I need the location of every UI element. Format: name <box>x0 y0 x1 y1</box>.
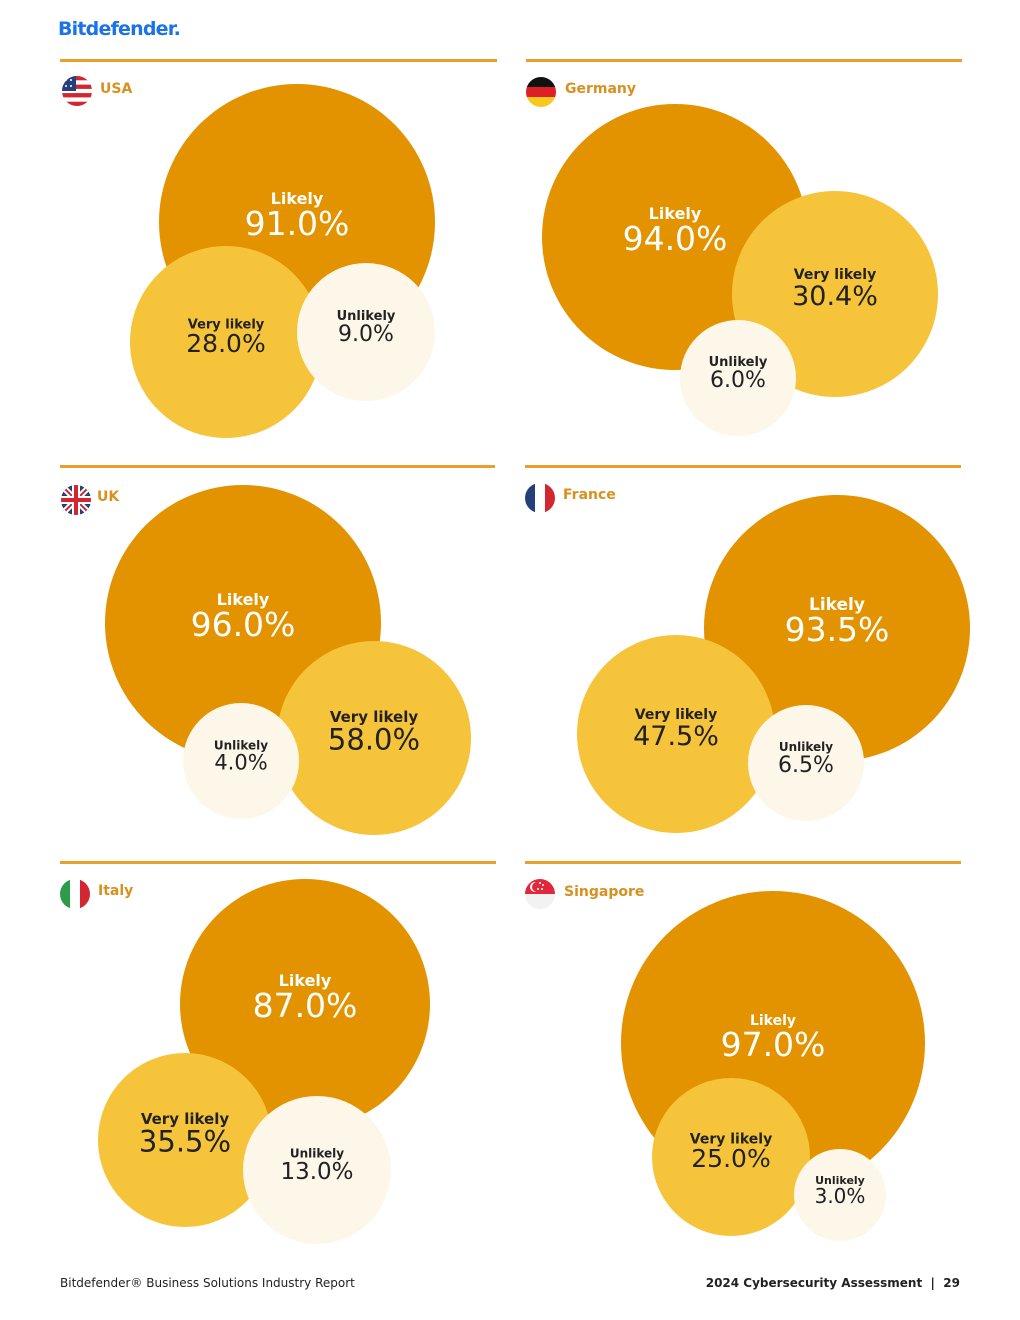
singapore-likely-label: Likely <box>750 1013 796 1029</box>
italy-divider <box>60 861 496 864</box>
france-very-likely-bubble <box>577 635 775 833</box>
germany-divider <box>526 59 962 62</box>
country-label-germany: Germany <box>565 81 637 97</box>
country-label-italy: Italy <box>98 883 134 899</box>
usa-divider <box>60 59 497 62</box>
uk-unlikely-bubble <box>183 703 299 819</box>
uk-likely-value: 96.0% <box>191 605 296 644</box>
france-very-likely-label: Very likely <box>635 707 717 723</box>
singapore-very-likely-label: Very likely <box>690 1131 772 1147</box>
italy-very-likely-label: Very likely <box>141 1110 230 1128</box>
italy-unlikely-value: 13.0% <box>280 1159 353 1185</box>
country-label-usa: USA <box>100 81 133 97</box>
singapore-divider <box>525 861 961 864</box>
singapore-very-likely-value: 25.0% <box>691 1144 770 1173</box>
usa-likely-label: Likely <box>271 189 324 208</box>
footer-page-info: 2024 Cybersecurity Assessment | 29 <box>705 1276 960 1290</box>
italy-likely-bubble <box>180 879 430 1129</box>
italy-likely-value: 87.0% <box>253 986 358 1025</box>
italy-unlikely-label: Unlikely <box>290 1146 344 1160</box>
usa-very-likely-label: Very likely <box>188 317 265 332</box>
singapore-unlikely-bubble <box>794 1149 886 1241</box>
country-label-singapore: Singapore <box>564 884 645 900</box>
france-likely-bubble <box>704 495 970 761</box>
bitdefender-logo: Bitdefender. <box>58 18 181 40</box>
germany-very-likely-value: 30.4% <box>792 281 878 312</box>
italy-flag-icon <box>60 879 90 909</box>
germany-flag-icon <box>526 77 556 107</box>
france-unlikely-label: Unlikely <box>779 740 833 754</box>
usa-very-likely-value: 28.0% <box>186 329 265 358</box>
uk-unlikely-value: 4.0% <box>214 750 267 774</box>
germany-likely-label: Likely <box>649 204 702 223</box>
france-likely-label: Likely <box>809 595 865 615</box>
uk-divider <box>60 465 495 468</box>
italy-very-likely-value: 35.5% <box>139 1125 231 1159</box>
usa-very-likely-bubble <box>130 246 322 438</box>
germany-likely-value: 94.0% <box>623 219 728 258</box>
singapore-flag-icon <box>525 879 555 909</box>
singapore-unlikely-label: Unlikely <box>815 1174 865 1187</box>
germany-very-likely-label: Very likely <box>794 267 876 283</box>
usa-unlikely-bubble <box>297 263 435 401</box>
uk-very-likely-value: 58.0% <box>328 723 420 757</box>
germany-unlikely-bubble <box>680 320 796 436</box>
uk-flag-icon <box>61 485 91 515</box>
singapore-unlikely-value: 3.0% <box>815 1184 866 1208</box>
italy-likely-label: Likely <box>279 971 332 990</box>
uk-unlikely-label: Unlikely <box>214 738 268 752</box>
singapore-likely-value: 97.0% <box>721 1025 826 1064</box>
usa-unlikely-label: Unlikely <box>337 309 396 324</box>
singapore-very-likely-bubble <box>652 1078 810 1236</box>
usa-likely-value: 91.0% <box>245 204 350 243</box>
france-flag-icon <box>525 483 555 513</box>
usa-flag-icon <box>62 76 92 106</box>
france-divider <box>525 465 961 468</box>
uk-very-likely-bubble <box>277 641 471 835</box>
germany-unlikely-label: Unlikely <box>709 355 768 370</box>
france-likely-value: 93.5% <box>785 610 890 649</box>
country-label-uk: UK <box>97 489 120 505</box>
country-label-france: France <box>563 487 616 503</box>
usa-unlikely-value: 9.0% <box>338 322 394 347</box>
germany-unlikely-value: 6.0% <box>710 368 766 393</box>
france-unlikely-bubble <box>748 705 864 821</box>
footer-report-title: Bitdefender® Business Solutions Industry… <box>60 1276 355 1290</box>
italy-unlikely-bubble <box>243 1096 391 1244</box>
uk-likely-label: Likely <box>217 590 270 609</box>
france-unlikely-value: 6.5% <box>778 753 834 778</box>
france-very-likely-value: 47.5% <box>633 721 719 752</box>
uk-very-likely-label: Very likely <box>330 708 419 726</box>
italy-very-likely-bubble <box>98 1053 272 1227</box>
